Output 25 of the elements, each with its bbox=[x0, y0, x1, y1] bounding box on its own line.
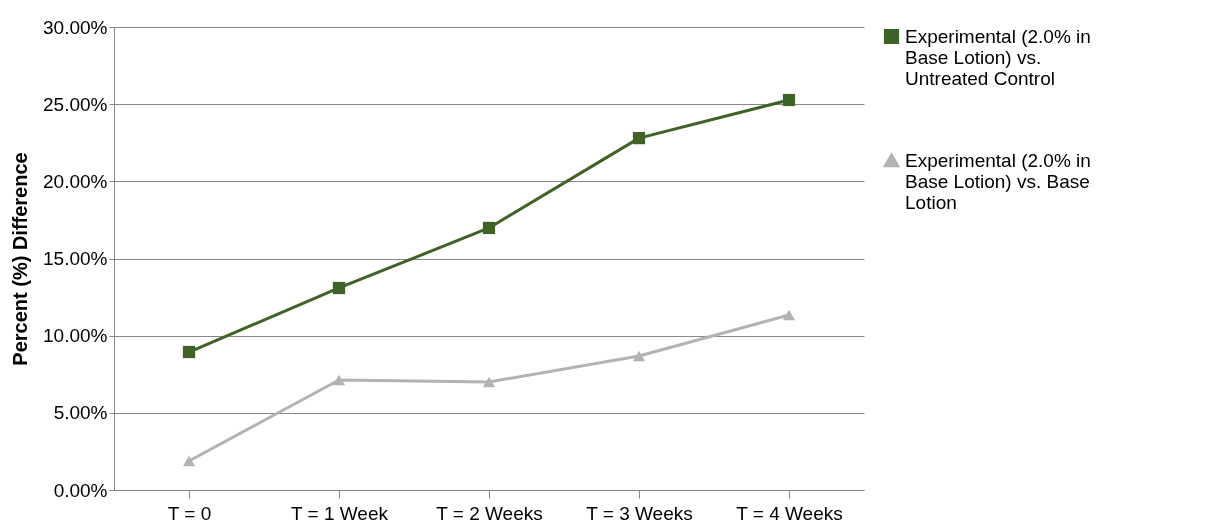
point bbox=[182, 455, 196, 467]
point bbox=[482, 376, 496, 388]
point bbox=[782, 93, 796, 107]
y-axis-title: Percent (%) Difference bbox=[9, 152, 32, 366]
x-tick-label: T = 3 Weeks bbox=[586, 502, 693, 524]
x-tick-label: T = 0 bbox=[167, 502, 212, 524]
point bbox=[632, 350, 646, 362]
point bbox=[332, 374, 346, 386]
point bbox=[632, 132, 646, 145]
y-tick-label: 10.00% bbox=[43, 325, 108, 347]
point bbox=[482, 221, 496, 235]
y-tick-label: 20.00% bbox=[43, 170, 108, 192]
point bbox=[782, 309, 796, 321]
x-tick-label: T = 4 Weeks bbox=[736, 502, 843, 524]
y-tick-label: 30.00% bbox=[43, 16, 108, 38]
y-tick-label: 15.00% bbox=[43, 248, 108, 269]
y-tick-label: 0.00% bbox=[53, 479, 108, 501]
point bbox=[332, 281, 346, 295]
y-tick-label: 25.00% bbox=[43, 93, 108, 115]
legend-label: Experimental (2.0% in Base Lotion) vs. Base Lotion bbox=[905, 149, 1091, 213]
x-tick-label: T = 2 Weeks bbox=[436, 502, 543, 524]
legend-label: Experimental (2.0% in Base Lotion) vs. Untreated Control bbox=[905, 25, 1091, 89]
y-tick-label: 5.00% bbox=[53, 402, 108, 424]
x-tick-label: T = 1 Week bbox=[291, 502, 389, 524]
point bbox=[182, 345, 196, 359]
